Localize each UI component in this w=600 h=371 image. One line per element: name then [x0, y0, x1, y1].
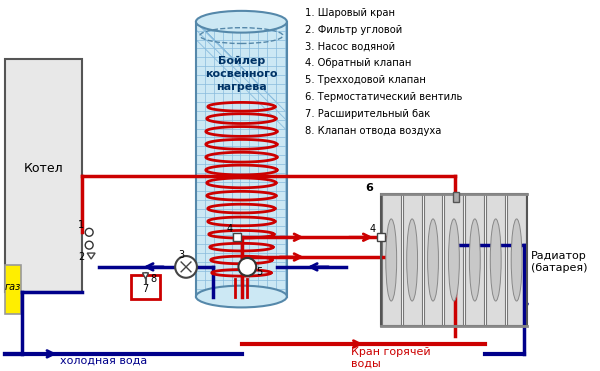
Text: газ: газ	[5, 282, 21, 292]
Bar	[486, 194, 505, 326]
Ellipse shape	[511, 219, 522, 301]
Bar	[5, 59, 82, 292]
Text: 7. Расширительный бак: 7. Расширительный бак	[305, 109, 430, 119]
Bar	[381, 194, 527, 326]
Ellipse shape	[407, 219, 418, 301]
Bar	[466, 194, 484, 326]
Text: 5: 5	[256, 267, 262, 277]
Circle shape	[85, 241, 93, 249]
Circle shape	[85, 228, 93, 236]
Text: 2. Фильтр угловой: 2. Фильтр угловой	[305, 25, 402, 35]
Text: 4: 4	[370, 224, 376, 234]
Text: Бойлер
косвенного
нагрева: Бойлер косвенного нагрева	[205, 56, 278, 92]
Text: Котел: Котел	[24, 161, 64, 174]
Text: 7: 7	[142, 284, 149, 293]
Bar	[453, 192, 459, 202]
Ellipse shape	[428, 219, 439, 301]
Text: 2: 2	[78, 252, 85, 262]
Text: холодная вода: холодная вода	[59, 356, 147, 366]
Ellipse shape	[490, 219, 501, 301]
Text: 5. Трехходовой клапан: 5. Трехходовой клапан	[305, 75, 425, 85]
Text: 3: 3	[178, 250, 184, 260]
Text: 1. Шаровый кран: 1. Шаровый кран	[305, 8, 395, 18]
Text: 6: 6	[365, 183, 373, 193]
Text: 4. Обратный клапан: 4. Обратный клапан	[305, 58, 411, 68]
Ellipse shape	[386, 219, 397, 301]
Bar	[445, 194, 463, 326]
Text: 6. Термостатический вентиль: 6. Термостатический вентиль	[305, 92, 462, 102]
Text: Радиатор
(батарея): Радиатор (батарея)	[531, 251, 587, 273]
Bar	[507, 194, 526, 326]
Bar	[424, 194, 442, 326]
Ellipse shape	[196, 286, 287, 308]
Bar	[196, 22, 287, 296]
Circle shape	[238, 258, 256, 276]
Ellipse shape	[448, 219, 460, 301]
Bar	[131, 275, 160, 299]
Text: 8. Клапан отвода воздуха: 8. Клапан отвода воздуха	[305, 125, 441, 135]
Text: 1: 1	[78, 220, 85, 230]
Ellipse shape	[196, 11, 287, 33]
Polygon shape	[87, 253, 95, 259]
Text: Кран горячей
воды: Кран горячей воды	[351, 347, 431, 369]
Bar	[233, 233, 241, 241]
Polygon shape	[143, 273, 148, 279]
Bar	[403, 194, 422, 326]
Ellipse shape	[469, 219, 480, 301]
Text: 4: 4	[226, 224, 233, 234]
Circle shape	[175, 256, 197, 278]
Text: 3. Насос водяной: 3. Насос водяной	[305, 42, 395, 52]
Bar	[5, 265, 21, 314]
Bar	[196, 22, 287, 296]
Bar	[377, 233, 385, 241]
Text: 8: 8	[151, 274, 157, 284]
Bar	[382, 194, 401, 326]
